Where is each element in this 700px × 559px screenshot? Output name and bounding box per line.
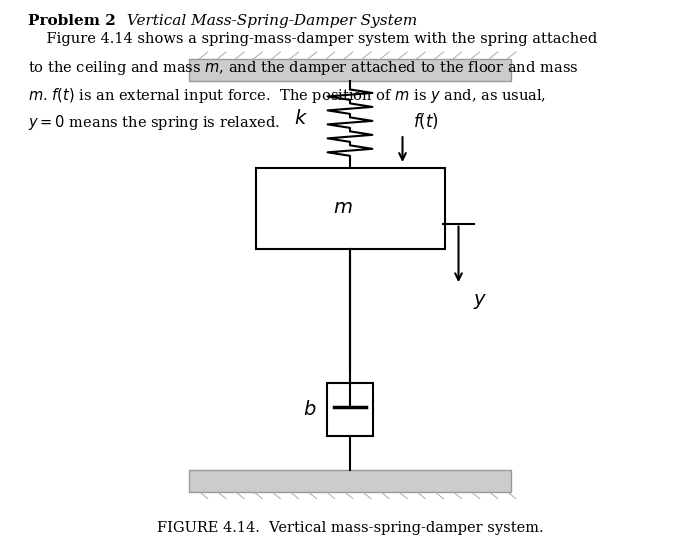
FancyBboxPatch shape xyxy=(189,59,511,81)
Text: $f(t)$: $f(t)$ xyxy=(413,111,439,131)
Text: Problem 2: Problem 2 xyxy=(28,14,116,28)
Text: $y$: $y$ xyxy=(473,292,486,311)
Text: $m$: $m$ xyxy=(333,199,353,217)
Text: $y = 0$ means the spring is relaxed.: $y = 0$ means the spring is relaxed. xyxy=(28,113,280,132)
Text: to the ceiling and mass $m$, and the damper attached to the floor and mass: to the ceiling and mass $m$, and the dam… xyxy=(28,59,578,77)
Bar xyxy=(256,168,444,249)
Text: Figure 4.14 shows a spring-mass-damper system with the spring attached: Figure 4.14 shows a spring-mass-damper s… xyxy=(28,32,597,46)
Text: Vertical Mass-Spring-Damper System: Vertical Mass-Spring-Damper System xyxy=(122,14,418,28)
Text: $m$. $f(t)$ is an external input force.  The position of $m$ is $y$ and, as usua: $m$. $f(t)$ is an external input force. … xyxy=(28,86,546,105)
Text: $b$: $b$ xyxy=(303,400,316,419)
Text: FIGURE 4.14.  Vertical mass-spring-damper system.: FIGURE 4.14. Vertical mass-spring-damper… xyxy=(157,521,543,536)
FancyBboxPatch shape xyxy=(189,470,511,492)
Bar xyxy=(328,383,372,436)
Text: $k$: $k$ xyxy=(294,110,308,128)
